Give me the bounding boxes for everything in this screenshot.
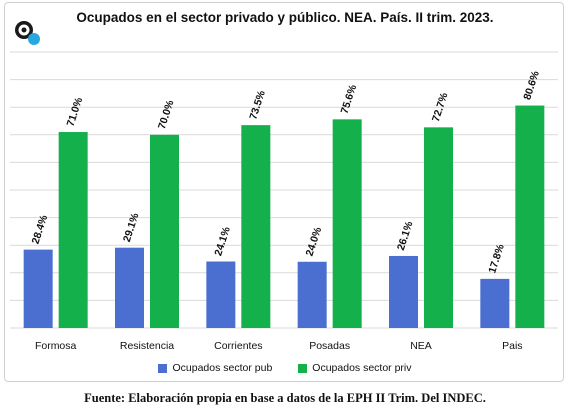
data-label: 17.8% [486,242,507,275]
category-label: Resistencia [120,340,174,352]
chart-frame [4,2,564,382]
bar-priv [58,132,88,328]
bar-pub [115,247,144,328]
bar-pub [23,249,53,328]
bar-pub [297,261,327,328]
category-label: Pais [502,340,522,352]
data-label: 24.0% [304,225,325,258]
legend-item-pub: Ocupados sector pub [158,362,272,374]
bar-priv [241,125,271,328]
bar-pub [206,261,236,328]
bar-priv [332,119,362,329]
bar-priv [424,127,453,329]
data-label: 26.1% [395,219,416,252]
chart-title: Ocupados en el sector privado y público.… [76,10,494,25]
category-label: Corrientes [214,340,262,352]
bar-pub [389,255,418,328]
category-label: Posadas [309,340,350,352]
data-label: 24.1% [212,225,233,258]
data-label: 71.0% [65,95,86,128]
data-label: 70.0% [156,98,177,131]
data-label: 73.5% [247,88,268,121]
bar-priv [515,105,545,328]
legend-swatch-priv [298,363,308,373]
bar-pub [480,278,510,328]
source-note: Fuente: Elaboración propia en base a dat… [84,391,486,405]
legend-label-priv: Ocupados sector priv [312,362,412,374]
target-logo-icon [15,21,40,45]
legend-item-priv: Ocupados sector priv [298,362,412,374]
category-label: Formosa [35,340,77,352]
bar-priv [150,134,179,328]
legend: Ocupados sector pub Ocupados sector priv [0,362,570,374]
legend-label-pub: Ocupados sector pub [172,362,273,374]
data-label: 29.1% [121,211,142,244]
category-label: NEA [410,340,432,352]
legend-swatch-pub [158,363,168,373]
data-label: 75.6% [339,83,360,116]
data-label: 80.6% [521,69,542,102]
